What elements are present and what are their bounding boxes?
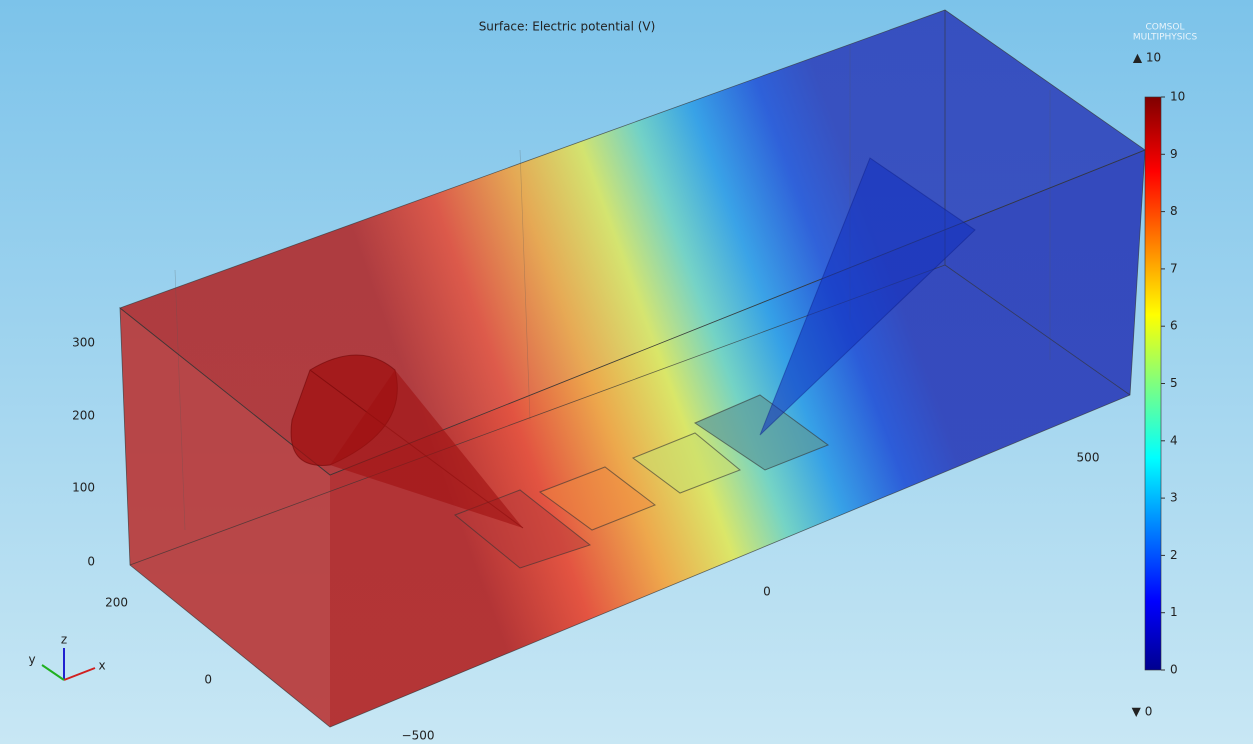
domain-box	[119, 9, 1146, 728]
end-face	[120, 308, 330, 727]
axis-labels: 300 200 100 0 200 0 −500 0 500	[72, 336, 1099, 743]
red-cone	[330, 370, 523, 528]
colorbar-tick-label: 6	[1170, 319, 1178, 333]
x-tick-label: −500	[402, 729, 435, 743]
z-tick-label: 100	[72, 481, 95, 495]
electrode	[631, 432, 741, 494]
z-tick-label: 0	[87, 555, 95, 569]
y-tick-label: 0	[204, 673, 212, 687]
colorbar-scale	[1144, 96, 1162, 671]
colorbar-tick-label: 10	[1170, 90, 1185, 104]
grid-line	[174, 269, 186, 531]
electrode	[538, 466, 657, 531]
colorbar-tick-label: 3	[1170, 491, 1178, 505]
colorbar-tick-label: 5	[1170, 376, 1178, 390]
colorbar-max: ▲ 10	[1133, 51, 1161, 65]
colorbar-tick-label: 4	[1170, 433, 1178, 447]
triad-label: x	[98, 659, 105, 673]
z-tick-label: 300	[72, 336, 95, 350]
z-tick-label: 200	[72, 409, 95, 423]
x-tick-label: 0	[763, 585, 771, 599]
logo: MULTIPHYSICS	[1133, 33, 1198, 43]
blue-cone	[759, 157, 976, 436]
plot-title: Surface: Electric potential (V)	[479, 20, 656, 34]
colorbar-tick-label: 7	[1170, 261, 1178, 275]
colorbar-tick-label: 9	[1170, 147, 1178, 161]
logo: COMSOL	[1146, 23, 1185, 33]
triad: z x y	[28, 633, 106, 681]
x-tick-label: 500	[1077, 451, 1100, 465]
colorbar-tick-label: 0	[1170, 663, 1178, 677]
edge	[944, 264, 1131, 396]
triad-axis	[63, 667, 96, 681]
triad-label: z	[61, 633, 67, 647]
colorbar-tick-label: 8	[1170, 204, 1178, 218]
grid-line	[519, 149, 531, 421]
colorbar-min: ▼ 0	[1132, 705, 1153, 719]
y-tick-label: 200	[105, 596, 128, 610]
triad-axis	[41, 664, 65, 681]
colorbar-tick-label: 1	[1170, 605, 1178, 619]
colorbar: ▲ 10 ▼ 0 0 1 2 3 4 5 6 7 8 9 10	[1132, 51, 1186, 719]
colorbar-tick-label: 2	[1170, 548, 1178, 562]
triad-label: y	[28, 653, 35, 667]
